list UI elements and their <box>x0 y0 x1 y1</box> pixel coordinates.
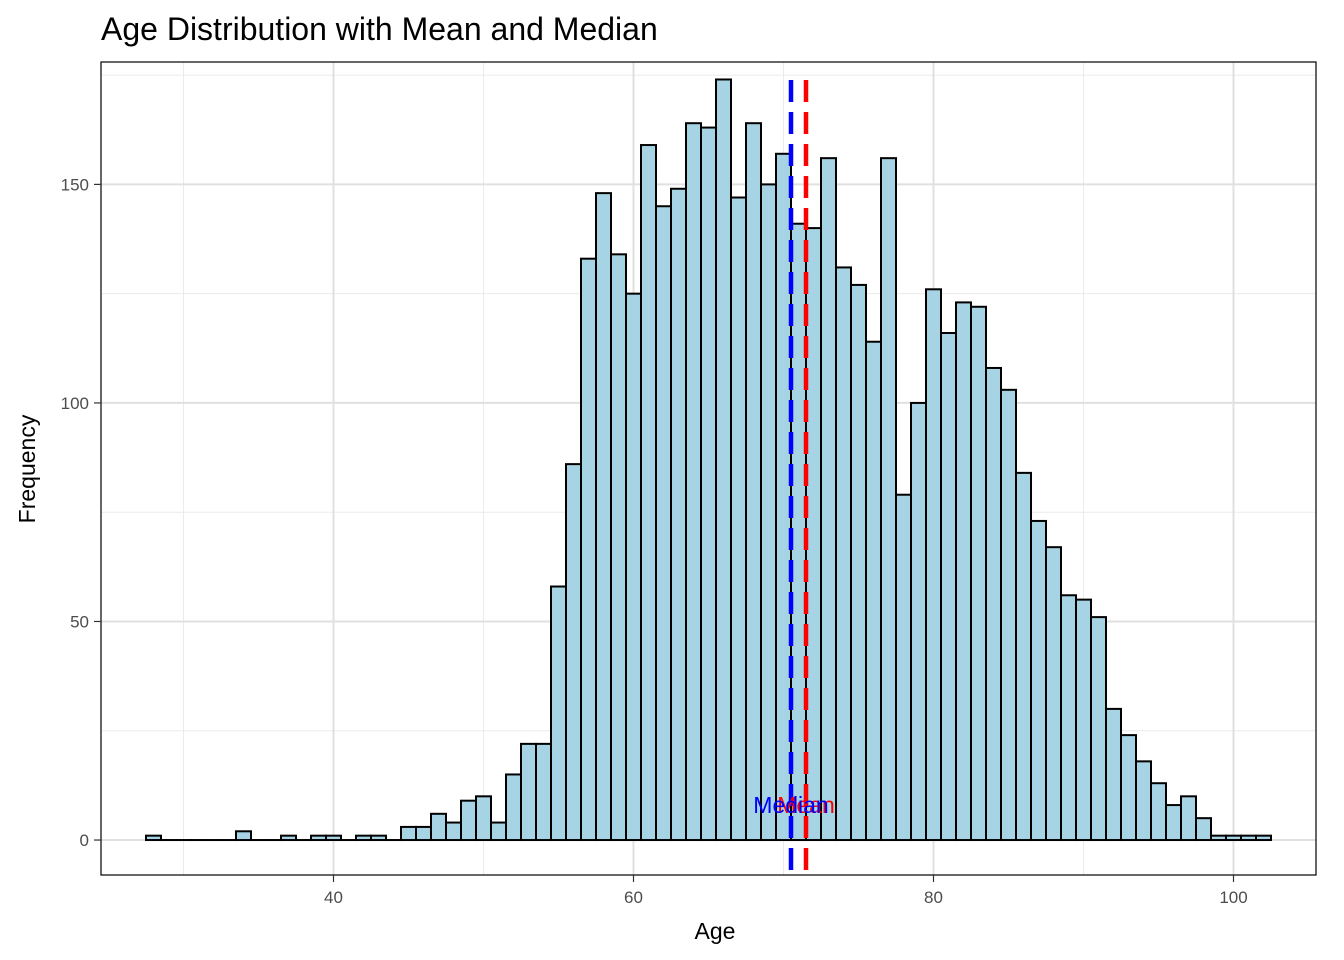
histogram-bar <box>730 196 747 842</box>
histogram-bar <box>985 366 1002 842</box>
histogram-bar <box>430 812 447 842</box>
histogram-bar <box>670 187 687 842</box>
histogram-bar <box>325 834 342 842</box>
histogram-bar <box>700 126 717 842</box>
histogram-bar <box>595 192 612 842</box>
histogram-bar <box>655 205 672 842</box>
histogram-bar <box>940 332 957 842</box>
histogram-bar <box>460 799 477 842</box>
histogram-bar <box>760 183 777 842</box>
histogram-bar <box>715 78 732 842</box>
histogram-bar <box>1030 519 1047 842</box>
histogram-bar <box>490 821 507 842</box>
histogram-bar <box>400 825 417 842</box>
histogram-bar <box>145 834 162 842</box>
histogram-bar <box>850 283 867 842</box>
histogram-bars <box>145 78 1272 842</box>
mean-label: Mean <box>777 792 835 818</box>
x-axis-title: Age <box>695 918 736 944</box>
x-tick-label: 40 <box>324 888 343 907</box>
histogram-bar <box>1135 760 1152 842</box>
histogram-bar <box>1240 834 1257 842</box>
histogram-bar <box>505 773 522 842</box>
y-tick-label: 0 <box>80 831 89 850</box>
histogram-bar <box>910 401 927 842</box>
histogram-bar <box>1195 817 1212 842</box>
histogram-bar <box>475 795 492 842</box>
x-tick-label: 80 <box>924 888 943 907</box>
y-tick-label: 100 <box>61 394 89 413</box>
median-label: Median <box>753 792 828 818</box>
histogram-bar <box>580 257 597 842</box>
histogram-bar <box>880 157 897 842</box>
histogram-bar <box>1255 834 1272 842</box>
histogram-bar <box>235 830 252 842</box>
histogram-bar <box>955 301 972 842</box>
histogram-bar <box>865 340 882 842</box>
histogram-bar <box>1210 834 1227 842</box>
plot-panel-border <box>100 61 1317 876</box>
histogram-bar <box>640 144 657 842</box>
x-tick-label: 60 <box>624 888 643 907</box>
y-axis-title: Frequency <box>14 414 40 523</box>
histogram-bar <box>1165 804 1182 842</box>
x-tick-label: 100 <box>1219 888 1247 907</box>
histogram-bar <box>370 834 387 842</box>
histogram-bar <box>1090 616 1107 842</box>
histogram-bar <box>625 292 642 842</box>
histogram-bar <box>610 253 627 842</box>
chart-title: Age Distribution with Mean and Median <box>101 11 658 47</box>
histogram-bar <box>355 834 372 842</box>
y-axis-ticks: 0 50 100 150 <box>61 175 101 850</box>
histogram-bar <box>1105 707 1122 842</box>
histogram-bar <box>1075 598 1092 842</box>
histogram-bar <box>835 266 852 842</box>
histogram-bar <box>310 834 327 842</box>
y-tick-label: 150 <box>61 175 89 194</box>
histogram-bar <box>535 742 552 842</box>
histogram-bar <box>1000 388 1017 842</box>
histogram-bar <box>970 305 987 842</box>
histogram-bar <box>895 493 912 842</box>
histogram-bar <box>1150 782 1167 842</box>
histogram-bar <box>1225 834 1242 842</box>
histogram-bar <box>745 122 762 842</box>
x-axis-ticks: 40 60 80 100 <box>324 875 1248 907</box>
histogram-bar <box>520 742 537 842</box>
histogram-bar <box>1060 594 1077 842</box>
histogram-bar <box>280 834 297 842</box>
histogram-bar <box>1045 546 1062 842</box>
histogram-bar <box>820 157 837 842</box>
histogram-bar <box>445 821 462 842</box>
histogram-bar <box>415 825 432 842</box>
histogram-bar <box>1120 734 1137 842</box>
histogram-bar <box>1180 795 1197 842</box>
y-tick-label: 50 <box>70 612 89 631</box>
histogram-bar <box>565 463 582 842</box>
histogram-bar <box>685 122 702 842</box>
histogram-bar <box>550 585 567 842</box>
histogram-bar <box>925 288 942 842</box>
histogram-bar <box>1015 471 1032 842</box>
